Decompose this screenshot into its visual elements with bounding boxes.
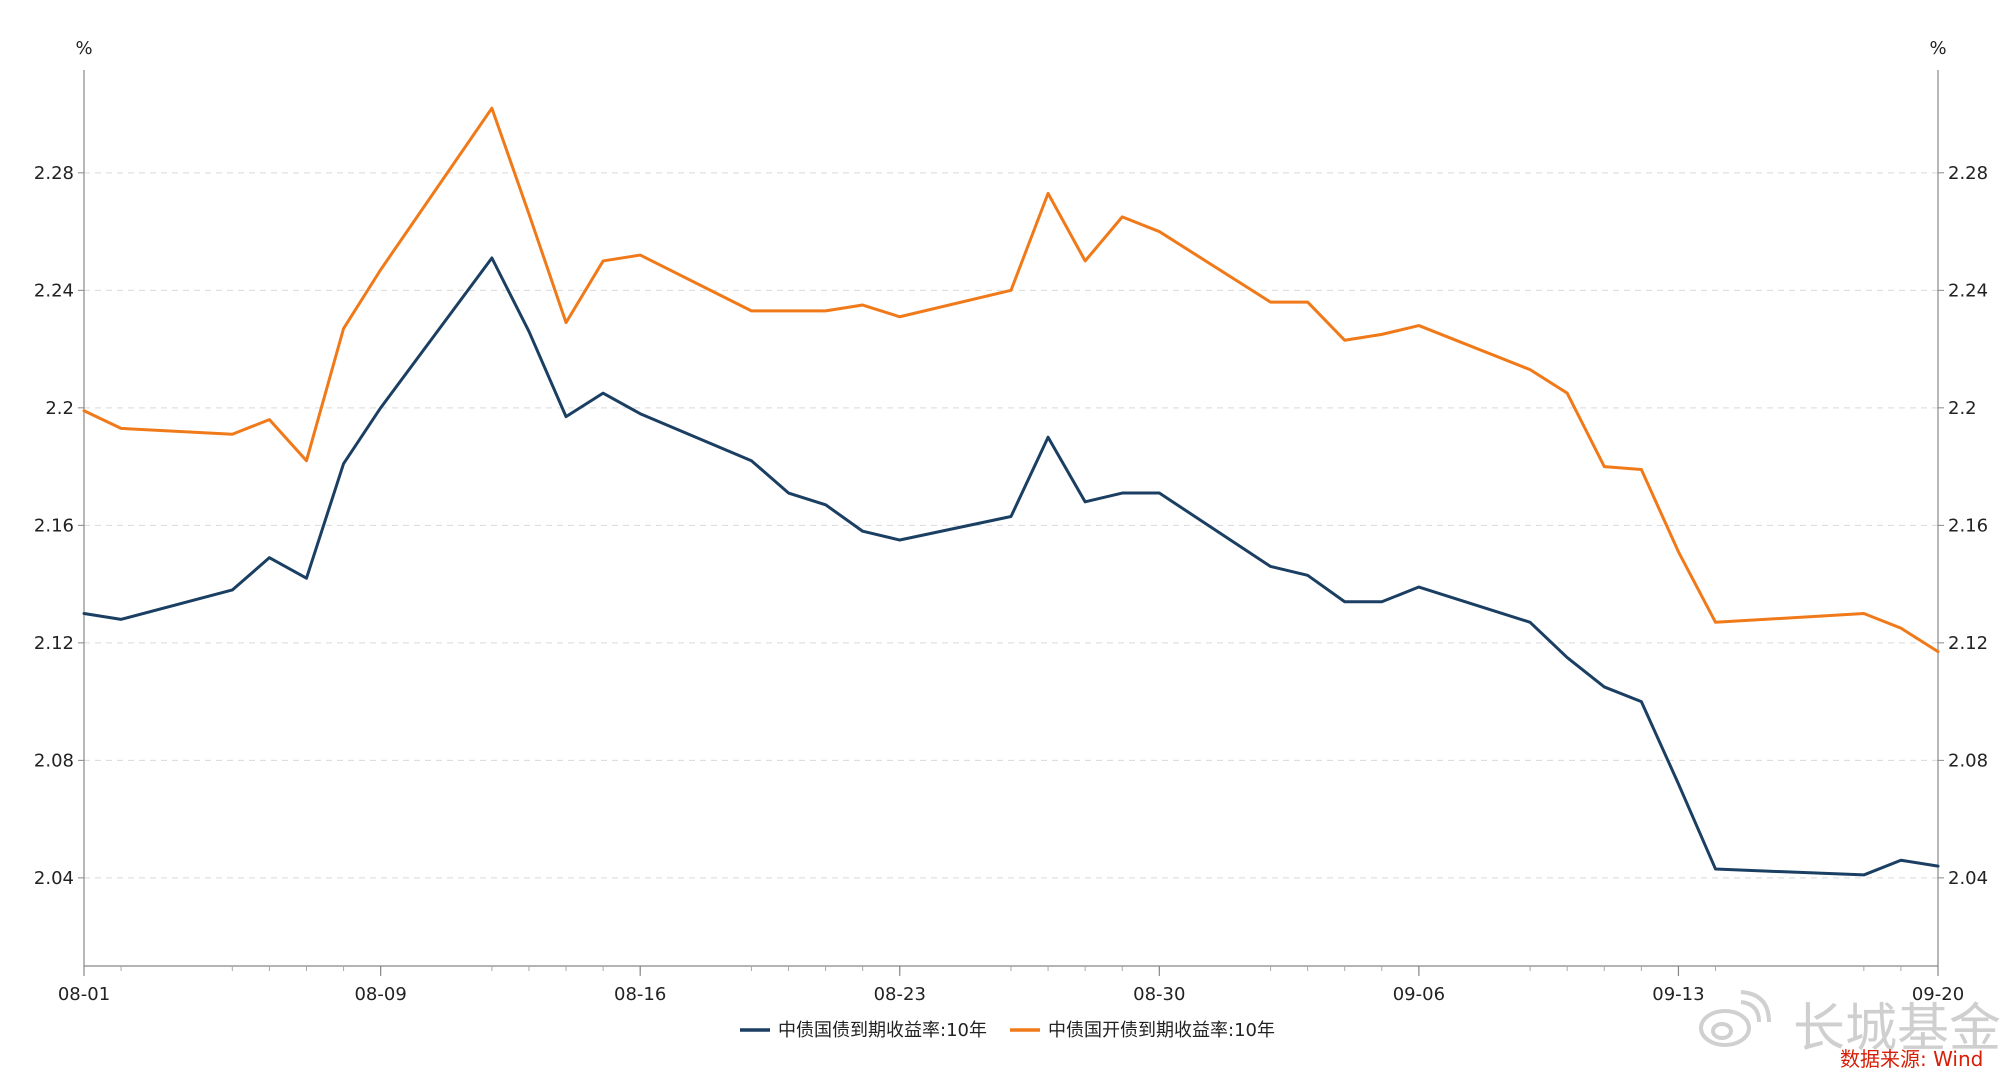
legend-label: 中债国开债到期收益率:10年: [1048, 1020, 1275, 1041]
x-tick-label: 08-09: [354, 984, 406, 1005]
y-tick-label-left: 2.12: [34, 633, 74, 654]
y-tick-label-right: 2.28: [1948, 163, 1988, 184]
series-line-1: [82, 256, 1940, 877]
y-tick-label-left: 2.28: [34, 163, 74, 184]
y-tick-label-left: 2.04: [34, 868, 74, 889]
x-tick-label: 09-06: [1393, 984, 1445, 1005]
axes: [78, 70, 1944, 976]
series-line-2: [82, 106, 1940, 654]
y-tick-label-right: 2.24: [1948, 280, 1988, 301]
series-lines: [82, 106, 1940, 877]
y-tick-label-right: 2.04: [1948, 868, 1988, 889]
left-unit-label: %: [75, 38, 92, 59]
gridlines: [84, 172, 1938, 879]
y-tick-label-left: 2.24: [34, 280, 74, 301]
x-tick-label: 09-20: [1912, 984, 1964, 1005]
weibo-logo-icon: [1699, 990, 1771, 1047]
legend-label: 中债国债到期收益率:10年: [778, 1020, 987, 1041]
x-tick-label: 08-30: [1133, 984, 1185, 1005]
legend[interactable]: 中债国债到期收益率:10年 中债国开债到期收益率:10年: [740, 1020, 1275, 1041]
legend-item-2[interactable]: 中债国开债到期收益率:10年: [1010, 1020, 1275, 1041]
y-tick-label-right: 2.08: [1948, 750, 1988, 771]
y-tick-label-left: 2.08: [34, 750, 74, 771]
right-unit-label: %: [1929, 38, 1946, 59]
tick-labels: 2.04 2.04 2.08 2.08 2.12 2.12 2.16 2.16 2.2 2.2 2.…: [34, 163, 1988, 1005]
x-tick-label: 09-13: [1652, 984, 1704, 1005]
y-tick-label-right: 2.2: [1948, 398, 1977, 419]
watermark: 长城基金: [1699, 990, 2001, 1059]
x-tick-label: 08-01: [58, 984, 110, 1005]
y-tick-label-right: 2.12: [1948, 633, 1988, 654]
y-tick-label-right: 2.16: [1948, 515, 1988, 536]
data-source-label: 数据来源: Wind: [1840, 1047, 1983, 1071]
x-tick-label: 08-16: [614, 984, 666, 1005]
y-tick-label-left: 2.2: [45, 398, 74, 419]
y-tick-label-left: 2.16: [34, 515, 74, 536]
legend-item-1[interactable]: 中债国债到期收益率:10年: [740, 1020, 987, 1041]
x-tick-label: 08-23: [874, 984, 926, 1005]
watermark-text: 长城基金: [1793, 999, 2001, 1059]
